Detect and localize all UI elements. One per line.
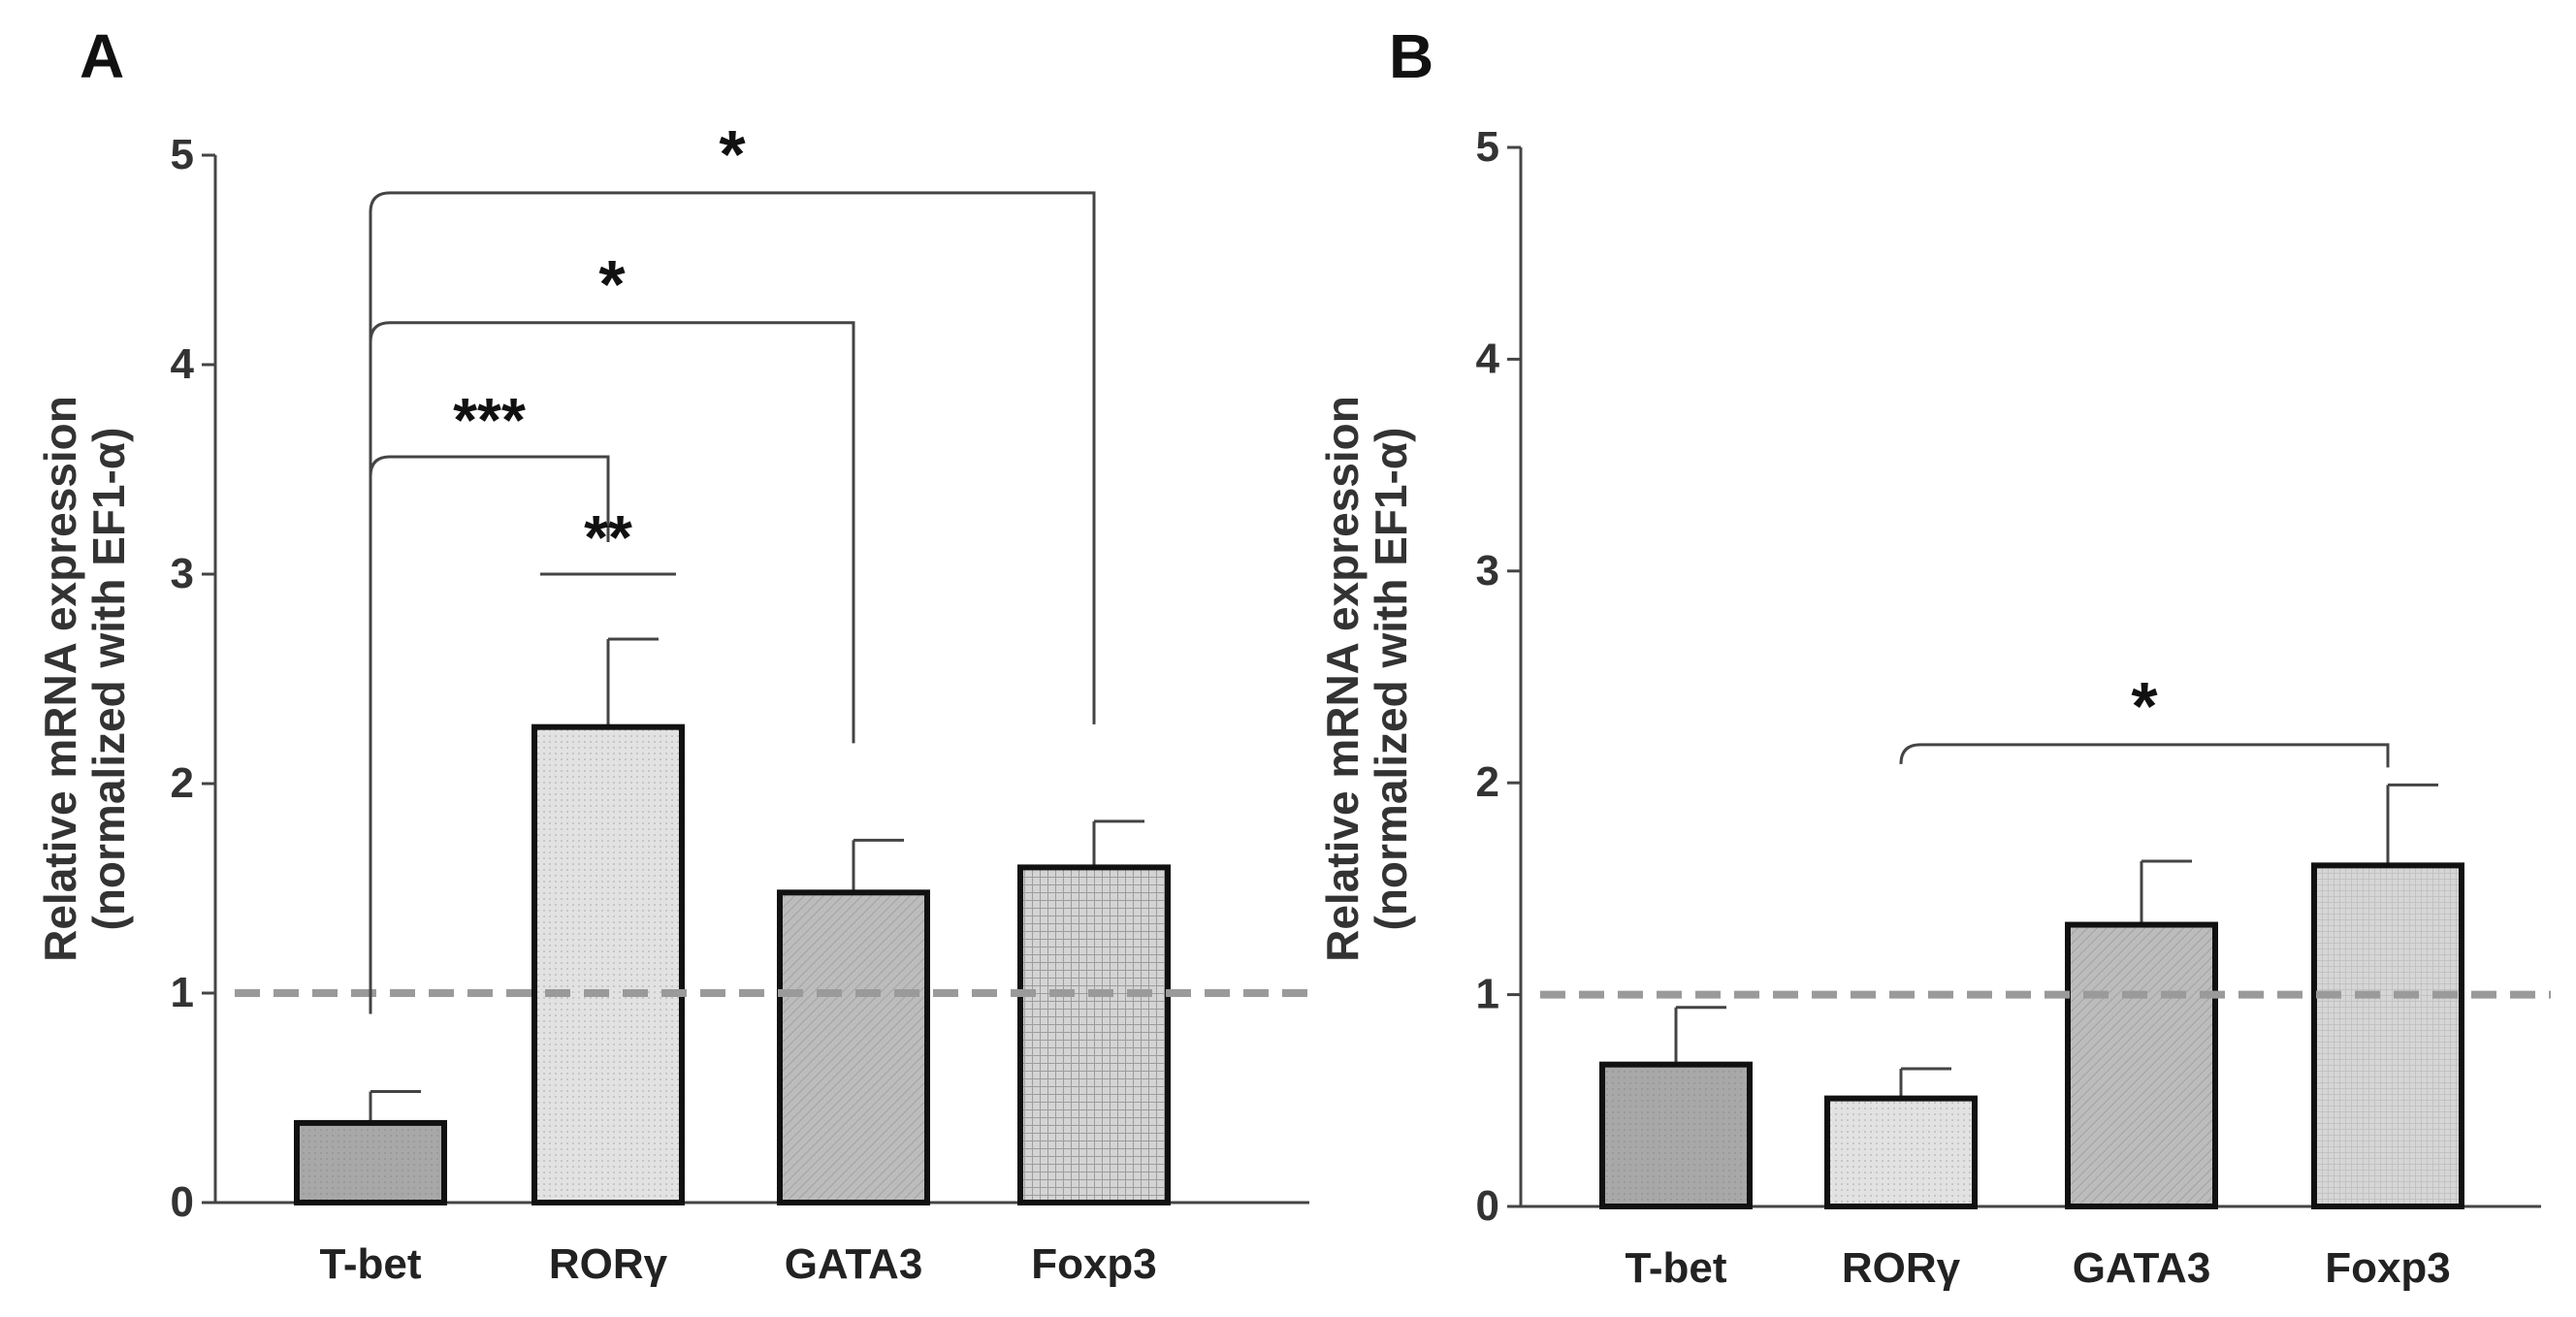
bar-foxp3 [2311, 862, 2464, 1209]
x-category-label: T-bet [319, 1240, 421, 1288]
significance-bracket [1899, 743, 2390, 768]
bar-tbet [294, 1119, 447, 1206]
y-tick-label: 5 [171, 131, 194, 178]
significance-label: * [719, 116, 746, 192]
y-tick-label: 2 [1476, 758, 1499, 806]
y-axis-title: Relative mRNA expression (normalized wit… [1317, 396, 1416, 962]
y-axis-title-line-1: Relative mRNA expression [1317, 396, 1368, 962]
y-tick-label: 0 [171, 1178, 194, 1226]
y-tick-label: 1 [171, 969, 194, 1016]
significance-label: * [2131, 668, 2158, 744]
panel-b: B Relative mRNA expression (normalized w… [1317, 21, 2551, 1292]
y-tick-label: 0 [1476, 1182, 1499, 1230]
panel-letter: A [80, 21, 124, 91]
significance-bracket [369, 321, 855, 1014]
y-axis-title: Relative mRNA expression (normalized wit… [35, 396, 134, 962]
bar-ror [531, 723, 685, 1205]
y-axis-title-line-2: (normalized with EF1-α) [83, 428, 134, 931]
bar-gata3 [2065, 921, 2218, 1209]
y-axis-title-line-2: (normalized with EF1-α) [1366, 428, 1416, 931]
significance-label: *** [453, 385, 526, 455]
bar-ror [1824, 1095, 1978, 1209]
x-category-label: RORγ [549, 1240, 668, 1288]
y-tick-label: 3 [1476, 547, 1499, 594]
significance-label: * [598, 246, 626, 322]
y-tick-label: 2 [171, 759, 194, 807]
panel-letter: B [1389, 21, 1433, 91]
x-category-label: Foxp3 [2325, 1244, 2451, 1292]
x-category-label: Foxp3 [1031, 1240, 1157, 1288]
y-tick-label: 5 [1476, 123, 1499, 171]
x-category-label: RORγ [1842, 1244, 1961, 1292]
y-tick-label: 3 [171, 550, 194, 597]
x-category-label: GATA3 [785, 1240, 923, 1288]
x-category-label: GATA3 [2073, 1244, 2211, 1292]
x-category-label: T-bet [1625, 1244, 1726, 1292]
bar-gata3 [777, 889, 930, 1205]
y-axis-title-line-1: Relative mRNA expression [35, 396, 85, 962]
bar-foxp3 [1017, 864, 1171, 1206]
significance-bracket [369, 191, 1096, 1014]
bar-tbet [1599, 1061, 1753, 1209]
y-tick-label: 4 [171, 340, 195, 388]
significance-label: ** [584, 502, 632, 572]
chart-marks: 0 1 2 3 4 5 T-bet RORγ GATA3 Foxp3 * [1476, 123, 2551, 1292]
panel-a: A Relative mRNA expression (normalized w… [35, 21, 1319, 1288]
significance-bracket [369, 455, 610, 1014]
y-tick-label: 4 [1476, 335, 1500, 382]
y-tick-label: 1 [1476, 971, 1499, 1018]
